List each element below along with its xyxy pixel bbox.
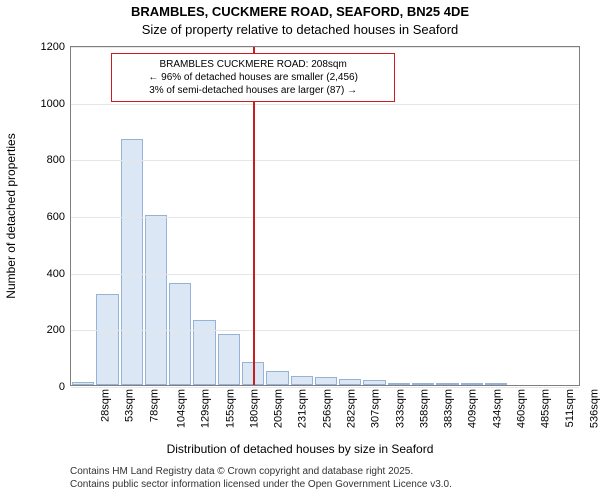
grid-line [71,160,579,161]
histogram-bar [169,283,191,385]
x-tick-label: 409sqm [467,389,479,428]
x-tick-label: 104sqm [176,389,188,428]
grid-line [71,387,579,388]
annotation-box: BRAMBLES CUCKMERE ROAD: 208sqm← 96% of d… [111,53,395,102]
x-tick-label: 383sqm [443,389,455,428]
y-tick-label: 1200 [41,41,71,53]
x-tick-label: 155sqm [224,389,236,428]
footer-attribution: Contains HM Land Registry data © Crown c… [70,466,452,491]
chart-title: BRAMBLES, CUCKMERE ROAD, SEAFORD, BN25 4… [0,4,600,19]
x-tick-label: 256sqm [321,389,333,428]
x-tick-label: 485sqm [540,389,552,428]
histogram-bar [339,379,361,385]
histogram-bar [315,377,337,385]
grid-line [71,47,579,48]
y-axis-label: Number of detached properties [4,133,18,298]
x-tick-label: 28sqm [100,389,112,422]
x-tick-label: 511sqm [564,389,576,427]
x-tick-label: 358sqm [418,389,430,428]
y-tick-label: 0 [59,381,71,393]
x-tick-label: 536sqm [588,389,600,428]
grid-line [71,274,579,275]
chart-container: BRAMBLES, CUCKMERE ROAD, SEAFORD, BN25 4… [0,0,600,500]
histogram-bar [412,383,434,385]
x-axis-label: Distribution of detached houses by size … [0,442,600,456]
y-tick-label: 400 [47,268,71,280]
x-tick-label: 333sqm [394,389,406,428]
histogram-bar [461,383,483,385]
plot-area: 020040060080010001200 28sqm53sqm78sqm104… [70,46,580,386]
grid-line [71,104,579,105]
histogram-bar [291,376,313,385]
grid-line [71,330,579,331]
histogram-bar [485,383,507,385]
annotation-line: 3% of semi-detached houses are larger (8… [118,84,388,97]
histogram-bar [72,382,94,385]
histogram-bar [218,334,240,385]
y-tick-label: 800 [47,154,71,166]
x-tick-label: 307sqm [370,389,382,428]
histogram-bar [121,139,143,386]
x-tick-label: 78sqm [148,389,160,422]
x-tick-label: 129sqm [200,389,212,428]
histogram-bar [266,371,288,385]
histogram-bar [96,294,118,385]
x-tick-label: 205sqm [273,389,285,428]
histogram-bar [363,380,385,385]
x-tick-label: 460sqm [516,389,528,428]
histogram-bar [145,215,167,385]
x-tick-label: 53sqm [124,389,136,422]
x-tick-label: 231sqm [297,389,309,428]
y-tick-label: 200 [47,324,71,336]
grid-line [71,217,579,218]
x-tick-label: 180sqm [248,389,260,428]
footer-line: Contains HM Land Registry data © Crown c… [70,466,452,479]
y-tick-label: 1000 [41,98,71,110]
y-tick-label: 600 [47,211,71,223]
annotation-line: BRAMBLES CUCKMERE ROAD: 208sqm [118,58,388,71]
x-tick-label: 282sqm [346,389,358,428]
annotation-line: ← 96% of detached houses are smaller (2,… [118,71,388,84]
histogram-bar [436,383,458,385]
x-tick-label: 434sqm [491,389,503,428]
footer-line: Contains public sector information licen… [70,479,452,492]
chart-subtitle: Size of property relative to detached ho… [0,22,600,37]
histogram-bar [388,383,410,385]
